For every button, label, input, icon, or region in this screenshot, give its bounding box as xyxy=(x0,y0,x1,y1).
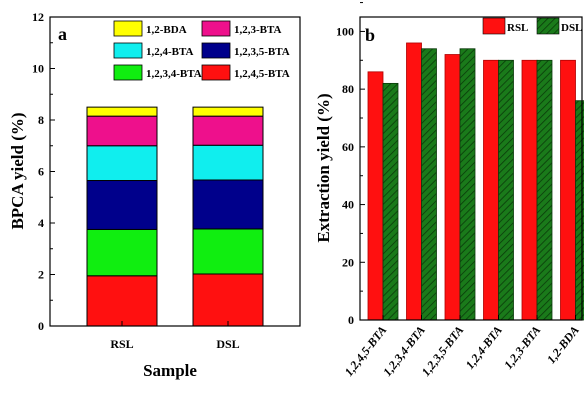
y-tick-label: 60 xyxy=(342,140,354,154)
legend-swatch-dsl xyxy=(536,17,560,35)
legend-swatch-1-2-bda xyxy=(113,20,143,37)
legend-label-rsl: RSL xyxy=(507,22,528,34)
bar-1-2-3-4-bta-rsl xyxy=(406,42,422,321)
legend-label-1-2-3-5-bta: 1,2,3,5-BTA xyxy=(234,46,290,58)
bar-1-2-3-5-bta-dsl xyxy=(459,48,476,321)
panel-b-y-ticks: 0 20 40 60 80 100 xyxy=(336,2,365,327)
panel-b-y-axis-label: Extraction yield (%) xyxy=(314,93,333,242)
bar-1-2-4-bta-rsl xyxy=(483,59,499,321)
bar-rsl-1-2-3-4-bta xyxy=(86,228,158,277)
y-tick-label: 20 xyxy=(342,255,354,269)
bar-dsl-1-2-4-5-bta xyxy=(192,273,264,327)
legend-swatch-1-2-4-5-bta xyxy=(201,64,231,81)
x-tick-label-1-2-bda: 1,2-BDA xyxy=(544,323,582,366)
y-tick-label: 0 xyxy=(348,313,354,327)
bar-1-2-4-bta-dsl xyxy=(498,59,514,321)
y-tick-label: 80 xyxy=(342,82,354,96)
legend-swatch-1-2-3-4-bta xyxy=(113,64,143,81)
y-tick-label: 10 xyxy=(32,62,44,76)
bar-1-2-3-5-bta-rsl xyxy=(444,54,461,321)
panel-a-legend: 1,2-BDA 1,2,3-BTA 1,2,4-BTA 1,2,3,5-BTA 1,2,… xyxy=(113,20,290,81)
legend-label-1-2-bda: 1,2-BDA xyxy=(146,24,187,36)
panel-a-frame xyxy=(49,16,301,327)
panel-a-x-axis-label: Sample xyxy=(143,361,197,380)
panel-a-y-ticks: 0 2 4 6 8 10 12 xyxy=(32,10,55,333)
legend-label-1-2-3-bta: 1,2,3-BTA xyxy=(234,24,282,36)
panel-b-frame xyxy=(359,16,583,321)
bar-rsl-1-2-3-bta xyxy=(86,115,158,147)
bar-1-2-bda-rsl xyxy=(560,59,576,321)
y-tick-label: 0 xyxy=(38,319,44,333)
legend-label-1-2-4-bta: 1,2,4-BTA xyxy=(146,46,194,58)
x-tick-label-dsl: DSL xyxy=(216,337,239,351)
panel-a-bars xyxy=(86,106,264,327)
panel-b: b RSL DSL 0 20 40 60 80 100 1,2,4,5-BTA1,2,3,4… xyxy=(314,2,584,379)
x-tick-label-1-2-4-bta: 1,2,4-BTA xyxy=(463,323,505,372)
bar-1-2-3-4-bta-dsl xyxy=(421,48,437,321)
bar-rsl-1-2-4-bta xyxy=(86,145,158,182)
bar-rsl-1-2-4-5-bta xyxy=(86,275,158,327)
bar-dsl-1-2-3-4-bta xyxy=(192,228,264,275)
y-tick-label: 12 xyxy=(32,10,44,24)
bar-dsl-1-2-3-bta xyxy=(192,115,264,146)
bar-rsl-1-2-3-5-bta xyxy=(86,180,158,230)
x-tick-label-rsl: RSL xyxy=(110,337,133,351)
panel-b-label: b xyxy=(365,25,375,45)
legend-label-1-2-3-4-bta: 1,2,3,4-BTA xyxy=(146,68,202,80)
y-tick-label: 2 xyxy=(38,268,44,282)
legend-swatch-1-2-3-5-bta xyxy=(201,42,231,59)
legend-label-1-2-4-5-bta: 1,2,4,5-BTA xyxy=(234,68,290,80)
bar-1-2-4-5-bta-dsl xyxy=(382,82,399,321)
panel-b-bars xyxy=(367,42,584,321)
legend-swatch-rsl xyxy=(482,17,506,35)
y-tick-label: 4 xyxy=(38,216,44,230)
legend-label-dsl: DSL xyxy=(561,22,582,34)
bar-rsl-1-2-bda xyxy=(86,106,158,117)
y-tick-label: 40 xyxy=(342,198,354,212)
y-tick-label: 100 xyxy=(336,24,354,38)
panel-b-legend: RSL DSL xyxy=(482,17,582,35)
panel-b-x-tick-labels: 1,2,4,5-BTA1,2,3,4-BTA1,2,3,5-BTA1,2,4-B… xyxy=(342,315,582,379)
panel-a-label: a xyxy=(58,24,67,44)
x-tick-label-1-2-3-bta: 1,2,3-BTA xyxy=(501,323,543,372)
bar-1-2-3-bta-dsl xyxy=(536,59,553,321)
bar-1-2-4-5-bta-rsl xyxy=(367,71,384,321)
bar-1-2-3-bta-rsl xyxy=(521,59,538,321)
legend-swatch-1-2-4-bta xyxy=(113,42,143,59)
legend-swatch-1-2-3-bta xyxy=(201,20,231,37)
bar-1-2-bda-dsl xyxy=(575,100,584,321)
bar-dsl-1-2-3-5-bta xyxy=(192,179,264,230)
bar-dsl-1-2-4-bta xyxy=(192,144,264,181)
panel-a-y-axis-label: BPCA yield (%) xyxy=(8,112,27,229)
y-tick-label: 8 xyxy=(38,113,44,127)
y-tick-label: 6 xyxy=(38,165,44,179)
bar-dsl-1-2-bda xyxy=(192,106,264,117)
panel-a-x-tick-labels: RSL DSL xyxy=(110,321,240,351)
